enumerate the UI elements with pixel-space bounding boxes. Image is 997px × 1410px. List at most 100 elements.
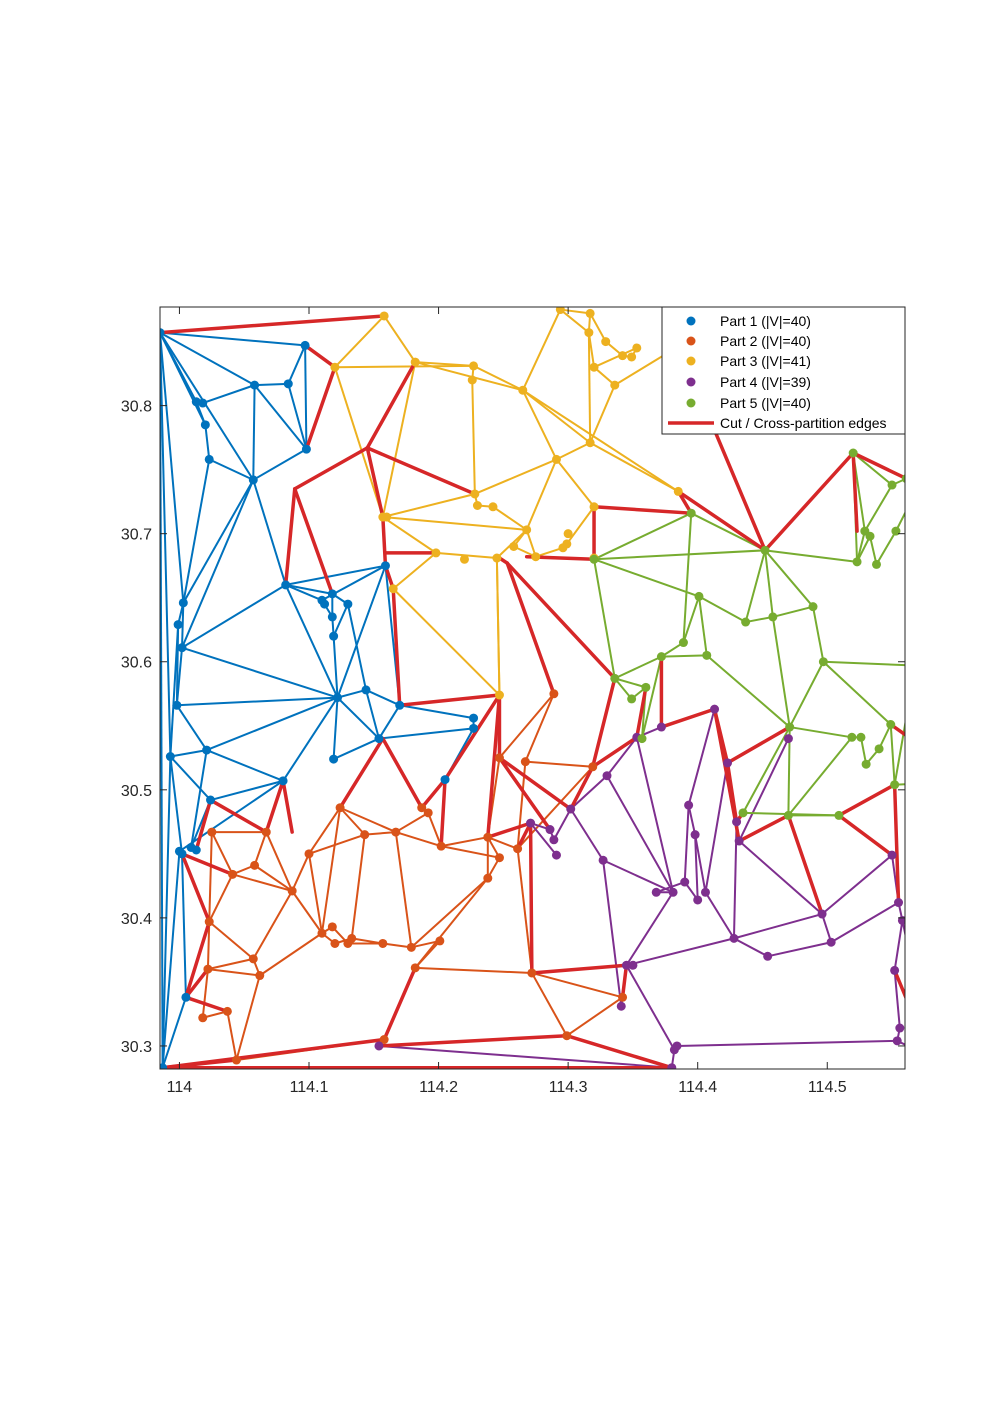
node-part1 <box>395 700 405 710</box>
edge-part2 <box>232 873 293 892</box>
node-part2 <box>204 917 214 927</box>
node-part4 <box>672 1041 682 1051</box>
cut-edge <box>184 995 230 1014</box>
x-tick-label: 114 <box>167 1079 193 1096</box>
cut-edge <box>194 798 213 852</box>
edge-part4 <box>626 937 735 967</box>
cut-edge <box>382 966 417 1042</box>
node-part3 <box>494 690 504 700</box>
legend-marker-part-5 <box>686 398 696 408</box>
edge-part5 <box>742 726 791 814</box>
node-part1 <box>440 775 450 785</box>
cut-edge <box>439 777 447 848</box>
cut-edge <box>365 360 417 450</box>
edge-part4 <box>602 860 623 1007</box>
edge-part2 <box>265 831 294 892</box>
node-part2 <box>207 827 217 837</box>
edge-part5 <box>787 736 853 817</box>
edge-part5 <box>859 737 868 765</box>
cut-edge <box>160 1037 386 1069</box>
cut-edge <box>505 561 617 681</box>
cut-edge <box>365 446 477 496</box>
edge-part2 <box>206 921 211 970</box>
edge-part3 <box>560 308 591 315</box>
cut-edge <box>160 314 386 335</box>
node-part2 <box>423 808 433 818</box>
edge-part3 <box>382 516 437 554</box>
node-part4 <box>887 850 897 860</box>
node-part1 <box>206 795 216 805</box>
edge-part3 <box>414 361 524 392</box>
edge-part4 <box>687 804 697 835</box>
node-part2 <box>248 954 258 964</box>
edge-part1 <box>284 584 339 699</box>
node-part4 <box>667 1063 677 1069</box>
node-part5 <box>891 526 901 536</box>
cut-edge <box>497 756 552 832</box>
edge-part2 <box>395 831 442 848</box>
node-part3 <box>469 361 479 371</box>
cut-edge <box>851 451 905 480</box>
edge-part1 <box>182 459 211 604</box>
cut-edge <box>515 821 533 851</box>
node-part2 <box>483 873 493 883</box>
edge-part3 <box>522 389 591 444</box>
cut-edge <box>292 446 370 491</box>
node-part5 <box>694 591 704 601</box>
edge-part5 <box>772 605 814 618</box>
node-part1 <box>250 380 260 390</box>
node-part1 <box>198 398 208 408</box>
edge-part1 <box>252 385 256 480</box>
legend-label-part-3: Part 3 (|V|=41) <box>720 353 811 369</box>
edge-part2 <box>208 920 254 960</box>
node-part5 <box>887 480 897 490</box>
node-part1 <box>283 379 293 389</box>
edge-part1 <box>206 749 284 782</box>
edge-part1 <box>332 636 339 698</box>
edge-part5 <box>893 719 905 785</box>
edge-part1 <box>378 727 474 740</box>
node-part1 <box>469 713 479 723</box>
edge-part2 <box>414 940 441 969</box>
node-part4 <box>729 933 739 943</box>
edge-part1 <box>365 689 401 707</box>
cut-edge <box>292 487 335 596</box>
edge-part1 <box>178 780 284 853</box>
edge-part2 <box>308 833 366 855</box>
cut-edge <box>184 919 211 1000</box>
edge-part2 <box>235 975 261 1061</box>
edge-part4 <box>704 891 735 939</box>
edge-part4 <box>738 840 823 915</box>
x-tick-label: 114.3 <box>549 1079 588 1096</box>
cut-edge <box>304 365 337 451</box>
node-part3 <box>589 362 599 372</box>
node-part4 <box>763 951 773 961</box>
edge-part5 <box>789 726 853 739</box>
edge-part3 <box>593 347 638 369</box>
edge-part1 <box>332 603 349 637</box>
node-part2 <box>513 844 523 854</box>
node-part1 <box>204 454 214 464</box>
edge-part5 <box>744 550 767 623</box>
node-part4 <box>551 850 561 860</box>
node-part2 <box>391 827 401 837</box>
edge-part4 <box>694 834 699 900</box>
edge-part5 <box>764 549 858 563</box>
edge-part3 <box>525 529 537 558</box>
edge-part3 <box>589 384 616 444</box>
edge-part5 <box>822 661 892 726</box>
edge-part4 <box>683 805 690 883</box>
node-part2 <box>304 849 314 859</box>
y-tick-label: 30.3 <box>121 1039 152 1056</box>
edge-part1 <box>332 697 339 760</box>
edge-part4 <box>635 737 675 893</box>
edge-part4 <box>606 736 638 777</box>
edge-part5 <box>682 513 693 643</box>
cut-edge <box>786 813 824 916</box>
node-part4 <box>732 817 742 827</box>
edge-part1 <box>181 584 287 649</box>
edge-part2 <box>566 996 624 1037</box>
edge-part5 <box>706 654 791 728</box>
axes-box <box>159 306 906 1070</box>
